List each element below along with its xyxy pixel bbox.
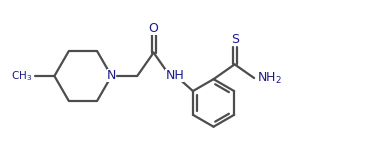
Text: S: S bbox=[231, 33, 239, 46]
Text: NH$_2$: NH$_2$ bbox=[257, 70, 282, 86]
Text: NH: NH bbox=[165, 69, 184, 82]
Text: N: N bbox=[107, 69, 116, 82]
Text: CH$_3$: CH$_3$ bbox=[11, 69, 32, 83]
Text: O: O bbox=[149, 22, 158, 34]
